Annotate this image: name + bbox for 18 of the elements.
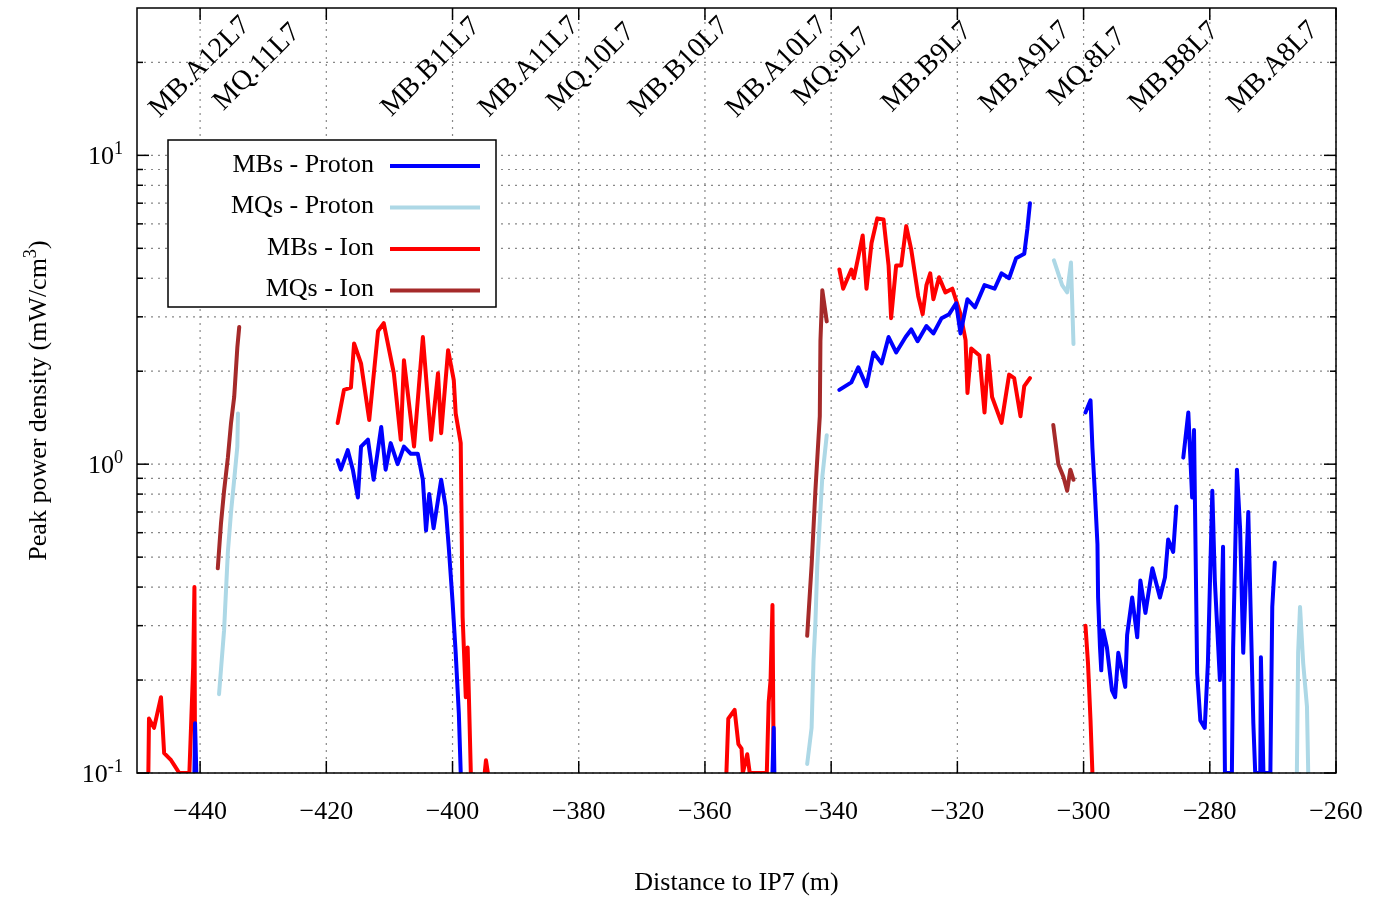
x-tick-label: −440	[173, 796, 227, 825]
legend-label: MQs - Proton	[230, 190, 374, 220]
legend-label: MBs - Ion	[267, 231, 374, 261]
legend-label: MBs - Proton	[232, 148, 374, 178]
x-tick-label: −400	[425, 796, 480, 825]
x-tick-label: −380	[551, 796, 606, 825]
x-tick-label: −360	[678, 796, 732, 825]
x-tick-label: −340	[804, 796, 858, 825]
y-tick-label: 10$^{-1}$	[81, 756, 123, 788]
x-tick-label: −280	[1182, 796, 1237, 825]
y-tick-label: 10$^{0}$	[87, 447, 123, 480]
x-tick-label: −420	[299, 796, 354, 825]
x-tick-label: −320	[930, 796, 985, 825]
x-axis-title: Distance to IP7 (m)	[634, 867, 839, 896]
legend-label: MQs - Ion	[265, 273, 374, 303]
y-tick-label: 10$^{1}$	[87, 138, 123, 171]
x-tick-label: −260	[1309, 796, 1363, 825]
x-tick-label: −300	[1056, 796, 1111, 825]
